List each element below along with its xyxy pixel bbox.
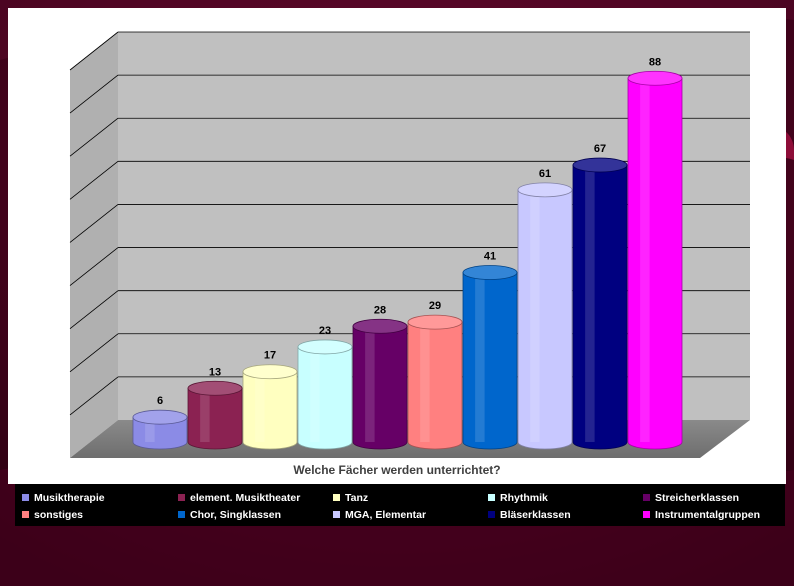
data-label: 88 [649, 56, 661, 68]
x-axis-title: Welche Fächer werden unterrichtet? [293, 463, 500, 477]
bar-highlight [420, 322, 430, 442]
legend-swatch [22, 511, 29, 518]
gridline [69, 74, 119, 114]
legend-item: Tanz [333, 492, 368, 504]
bar-top [572, 157, 628, 173]
legend-label: Chor, Singklassen [190, 509, 281, 521]
bar [462, 265, 518, 450]
legend-item: Rhythmik [488, 492, 548, 504]
bar-body [242, 371, 298, 450]
bar [352, 318, 408, 450]
legend-label: Rhythmik [500, 492, 548, 504]
bar-body [572, 164, 628, 450]
bar [572, 157, 628, 450]
bar-highlight [255, 371, 265, 442]
bar-top [132, 409, 188, 425]
bar-top [242, 364, 298, 380]
legend-item: element. Musiktheater [178, 492, 300, 504]
data-label: 28 [374, 304, 386, 316]
legend-item: MGA, Elementar [333, 509, 426, 521]
bar-top [407, 314, 463, 330]
gridline [69, 247, 119, 286]
data-label: 29 [429, 300, 441, 312]
bar-highlight [200, 388, 210, 442]
data-label: 41 [484, 251, 496, 263]
bar-highlight [365, 326, 375, 442]
plot-side-wall [70, 32, 118, 458]
legend-label: Tanz [345, 492, 368, 504]
bar [407, 314, 463, 450]
legend-box [15, 484, 785, 526]
legend-swatch [333, 494, 340, 501]
data-label: 13 [209, 366, 221, 378]
legend-label: Bläserklassen [500, 509, 571, 521]
legend-swatch [178, 494, 185, 501]
bar [297, 339, 353, 450]
data-label: 17 [264, 350, 276, 362]
bar-body [352, 325, 408, 450]
bar-top [517, 182, 573, 198]
legend: Musiktherapie element. Musiktheater Tanz Rh… [22, 492, 760, 521]
gridline [69, 333, 119, 373]
bar-top [462, 265, 518, 280]
data-label: 61 [539, 168, 551, 180]
legend-swatch [333, 511, 340, 518]
bar [242, 364, 298, 450]
bar [627, 70, 683, 450]
legend-item: Musiktherapie [22, 492, 105, 504]
bar-body [297, 346, 353, 450]
gridline [69, 31, 119, 71]
gridline [69, 117, 119, 157]
legend-label: MGA, Elementar [345, 509, 426, 521]
gridline [69, 161, 119, 200]
bar-top [627, 70, 683, 86]
data-label: 23 [319, 325, 331, 337]
bar-body [407, 321, 463, 450]
bar [517, 182, 573, 450]
gridline [69, 204, 119, 243]
data-label: 67 [594, 143, 606, 155]
legend-swatch [643, 511, 650, 518]
legend-item: Bläserklassen [488, 509, 571, 521]
bar-highlight [640, 78, 650, 443]
bar-body [132, 416, 188, 450]
legend-swatch [488, 494, 495, 501]
bar-body [462, 272, 518, 450]
legend-label: Musiktherapie [34, 492, 105, 504]
legend-item: sonstiges [22, 509, 83, 521]
bars [132, 70, 683, 450]
gridline [69, 290, 119, 329]
legend-item: Chor, Singklassen [178, 509, 281, 521]
legend-item: Streicherklassen [643, 492, 739, 504]
bar-body [187, 387, 243, 450]
legend-label: Streicherklassen [655, 492, 739, 504]
legend-swatch [178, 511, 185, 518]
plot-area: 6 13 17 23 28 29 41 61 67 88 [69, 31, 750, 458]
bar-body [627, 77, 683, 450]
bar-top [352, 318, 408, 334]
bar-body [517, 189, 573, 450]
bar-highlight [310, 346, 320, 442]
bar-highlight [145, 417, 155, 442]
legend-label: Instrumentalgruppen [655, 509, 760, 521]
legend-label: sonstiges [34, 509, 83, 521]
legend-swatch [22, 494, 29, 501]
legend-label: element. Musiktheater [190, 492, 300, 504]
bar-highlight [530, 189, 540, 442]
data-labels: 6 13 17 23 28 29 41 61 67 88 [157, 56, 661, 407]
legend-item: Instrumentalgruppen [643, 509, 760, 521]
bar [132, 409, 188, 450]
bar-highlight [585, 165, 595, 443]
bar-top [297, 339, 353, 355]
legend-swatch [643, 494, 650, 501]
legend-swatch [488, 511, 495, 518]
data-label: 6 [157, 395, 163, 407]
gridline [69, 376, 119, 416]
bar-top [187, 380, 243, 396]
bar [187, 380, 243, 450]
bar-highlight [475, 272, 485, 442]
